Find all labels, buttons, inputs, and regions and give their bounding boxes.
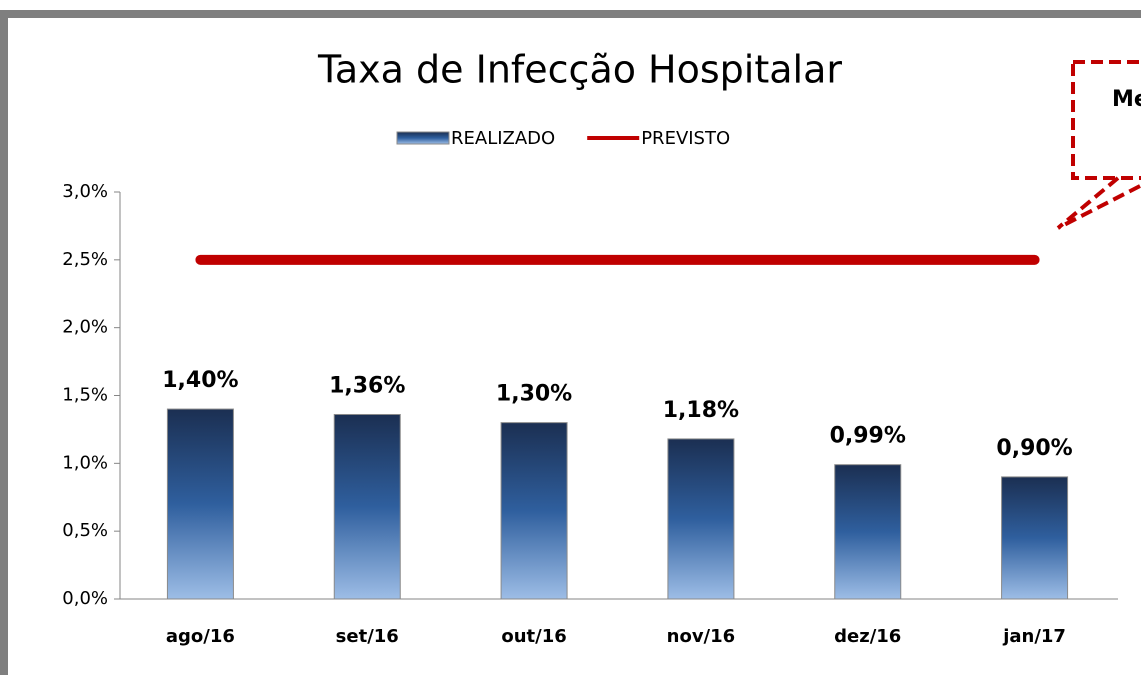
x-tick-label: ago/16 — [166, 626, 235, 647]
callout-box — [1071, 60, 1141, 180]
data-label: 1,30% — [496, 382, 572, 407]
x-tick-label: nov/16 — [667, 626, 736, 647]
legend-swatch — [396, 131, 450, 145]
legend-label: PREVISTO — [641, 128, 730, 149]
chart-title: Taxa de Infecção Hospitalar — [317, 48, 842, 92]
bar — [166, 408, 234, 600]
y-tick-label: 1,0% — [62, 452, 108, 473]
data-label: 1,18% — [663, 398, 739, 423]
data-label: 0,90% — [996, 436, 1072, 461]
bar — [834, 464, 902, 600]
y-tick-label: 0,0% — [62, 588, 108, 609]
callout-text: Me — [1112, 87, 1141, 112]
bar — [333, 413, 401, 600]
y-tick-label: 0,5% — [62, 520, 108, 541]
x-tick-label: dez/16 — [834, 626, 901, 647]
data-label: 1,36% — [329, 373, 405, 398]
y-tick-label: 2,5% — [62, 249, 108, 270]
legend-label: REALIZADO — [451, 128, 555, 149]
y-tick-label: 2,0% — [62, 317, 108, 338]
callout-pointer — [1056, 176, 1141, 230]
y-tick-label: 1,5% — [62, 385, 108, 406]
bar — [667, 438, 735, 600]
data-label: 1,40% — [162, 368, 238, 393]
bar — [500, 422, 568, 600]
x-tick-label: set/16 — [336, 626, 399, 647]
x-tick-label: out/16 — [501, 626, 566, 647]
y-tick-label: 3,0% — [62, 181, 108, 202]
x-tick-label: jan/17 — [1002, 626, 1066, 647]
bar — [1001, 476, 1069, 600]
data-label: 0,99% — [830, 424, 906, 449]
